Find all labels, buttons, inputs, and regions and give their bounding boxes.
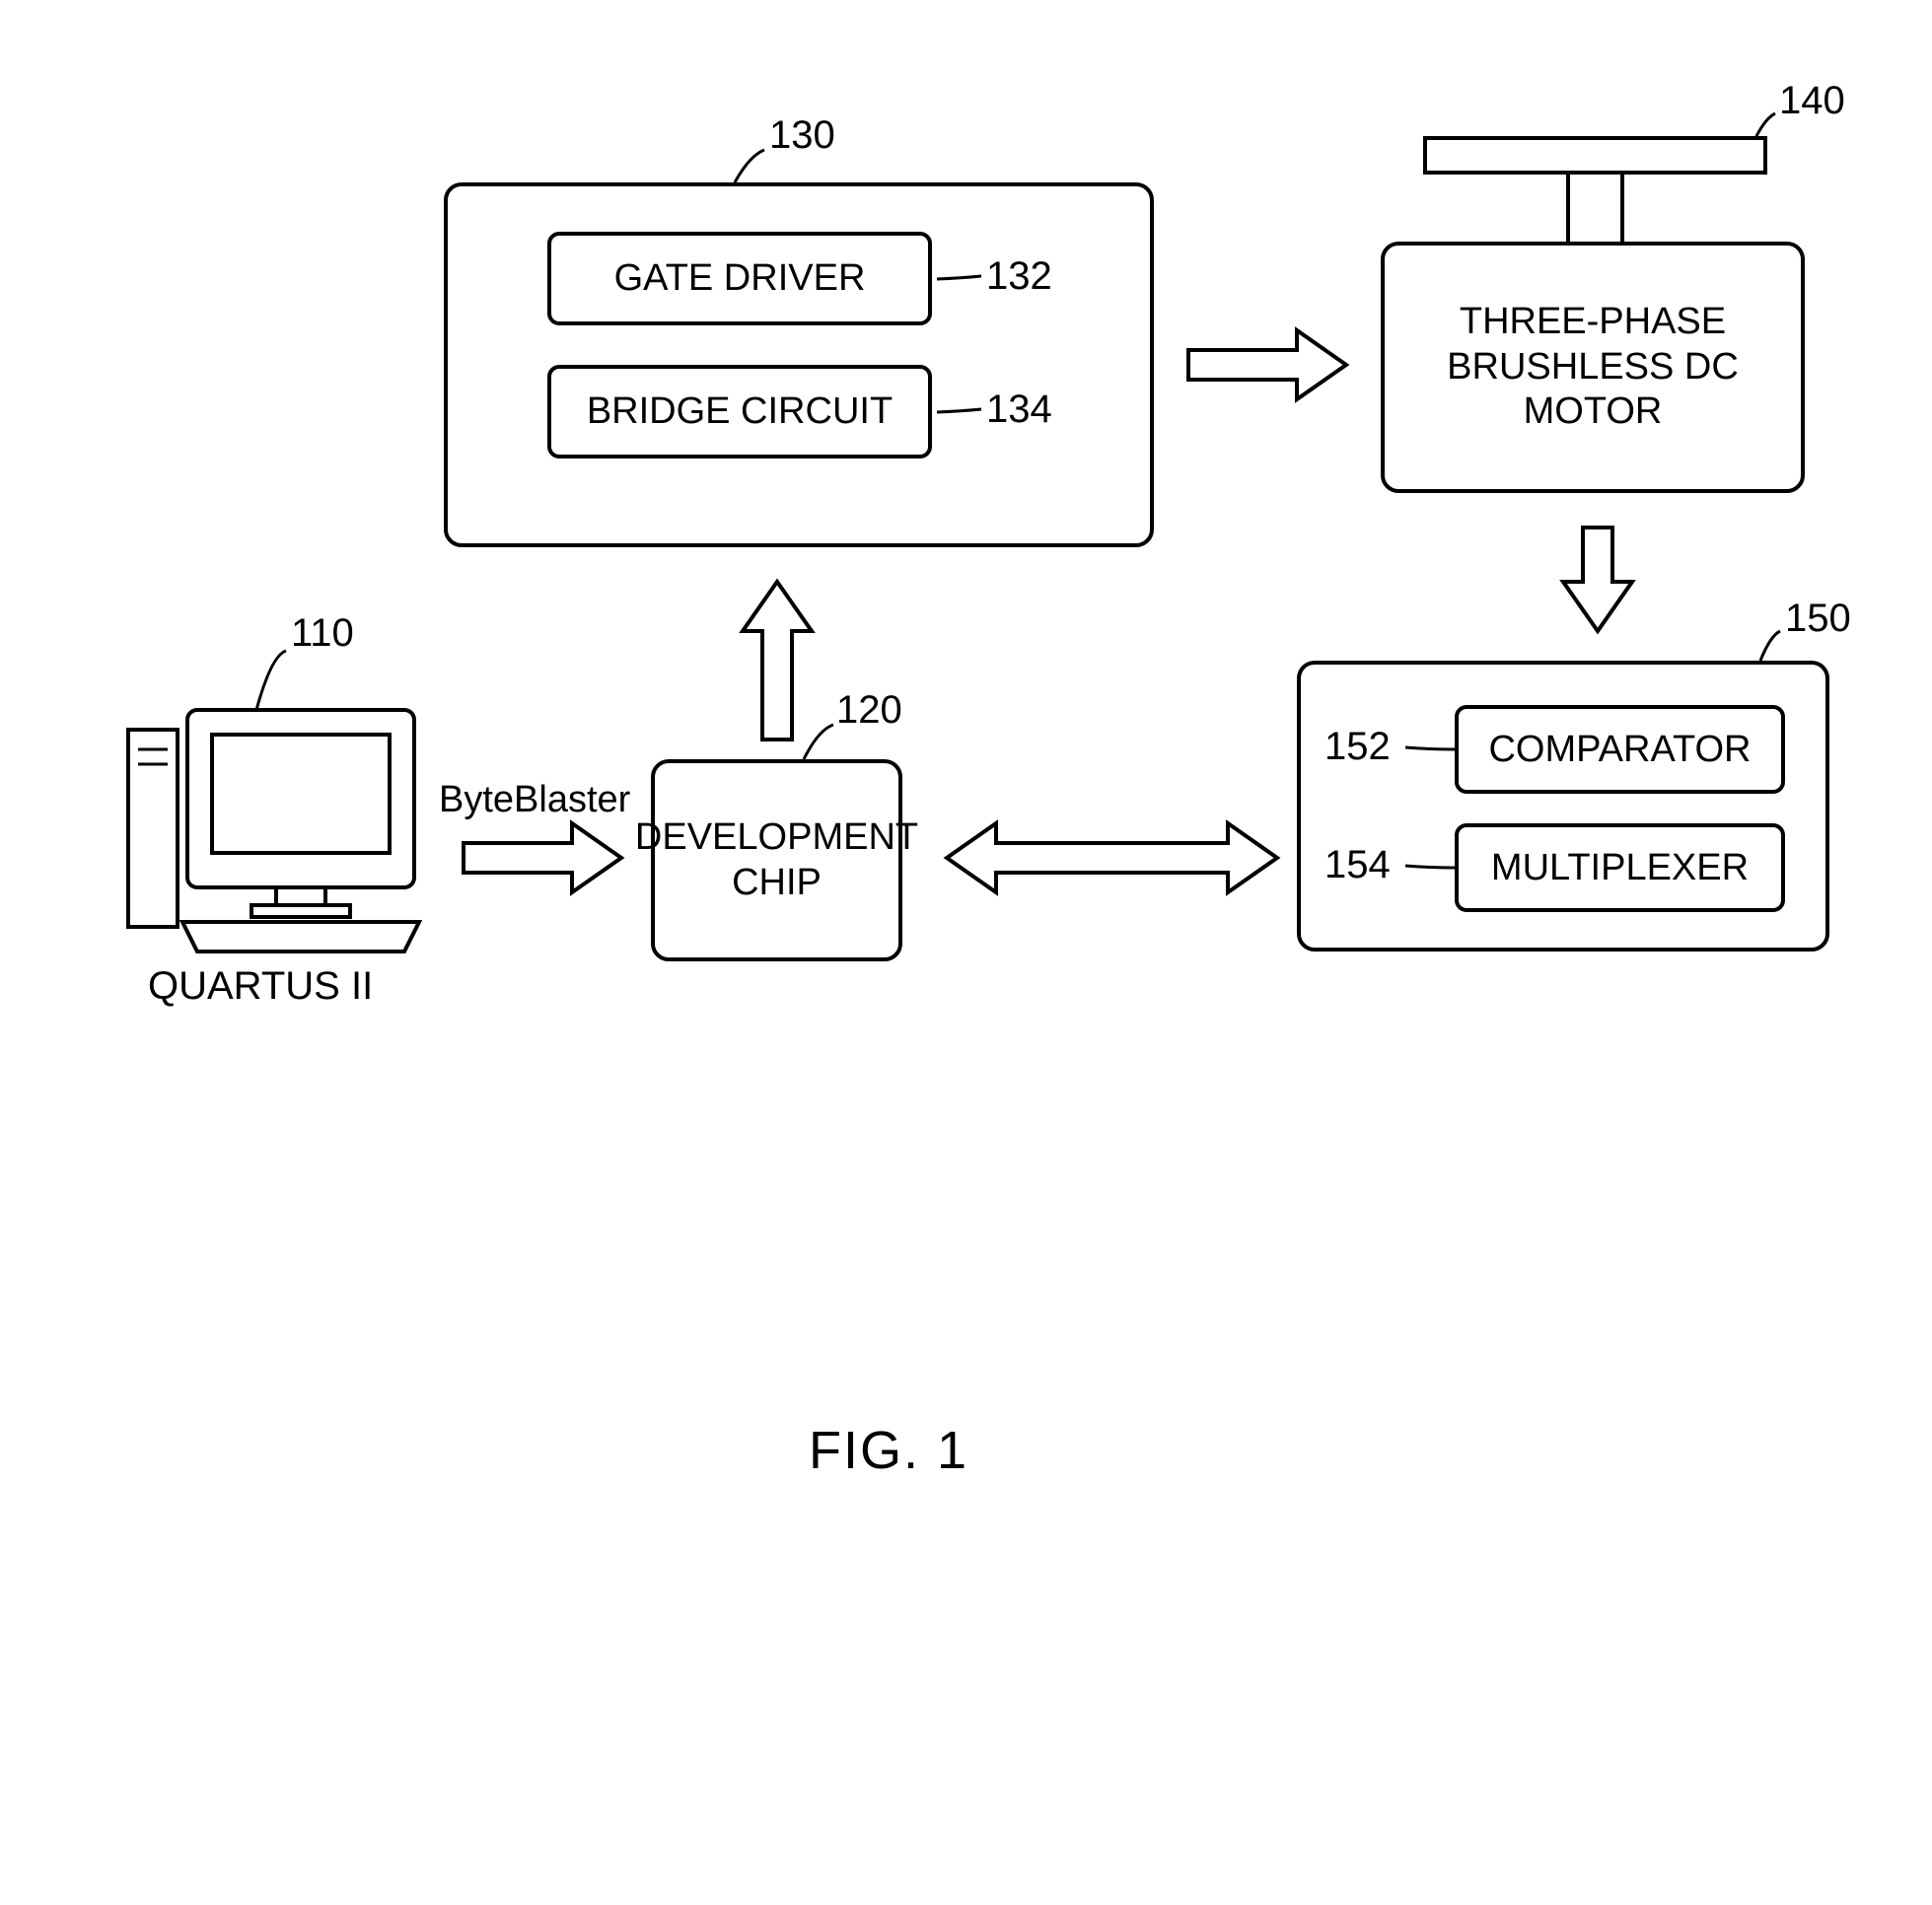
ref-134: 134 xyxy=(986,388,1052,432)
dev-chip-text: DEVELOPMENT CHIP xyxy=(635,815,918,905)
motor-box: THREE-PHASE BRUSHLESS DC MOTOR xyxy=(1381,242,1805,493)
multiplexer-text: MULTIPLEXER xyxy=(1491,847,1749,889)
bridge-text: BRIDGE CIRCUIT xyxy=(587,390,893,433)
ref-130: 130 xyxy=(769,113,835,158)
ref-152: 152 xyxy=(1324,725,1391,769)
computer-caption: QUARTUS II xyxy=(148,964,373,1009)
motor-text: THREE-PHASE BRUSHLESS DC MOTOR xyxy=(1385,300,1801,435)
ref-132: 132 xyxy=(986,254,1052,299)
gate-driver-box: GATE DRIVER xyxy=(547,232,932,325)
bridge-box: BRIDGE CIRCUIT xyxy=(547,365,932,459)
dev-chip-box: DEVELOPMENT CHIP xyxy=(651,759,902,961)
comparator-text: COMPARATOR xyxy=(1488,729,1751,771)
diagram-canvas: 110 QUARTUS II ByteBlaster DEVELOPMENT C… xyxy=(0,0,1932,1905)
byteblaster-label: ByteBlaster xyxy=(439,779,630,821)
multiplexer-box: MULTIPLEXER xyxy=(1455,823,1785,912)
ref-150: 150 xyxy=(1785,597,1851,641)
ref-154: 154 xyxy=(1324,843,1391,887)
gate-driver-text: GATE DRIVER xyxy=(614,257,866,300)
comparator-box: COMPARATOR xyxy=(1455,705,1785,794)
figure-label: FIG. 1 xyxy=(809,1420,968,1481)
ref-110: 110 xyxy=(291,611,354,656)
ref-140: 140 xyxy=(1779,79,1845,123)
ref-120: 120 xyxy=(836,688,902,733)
